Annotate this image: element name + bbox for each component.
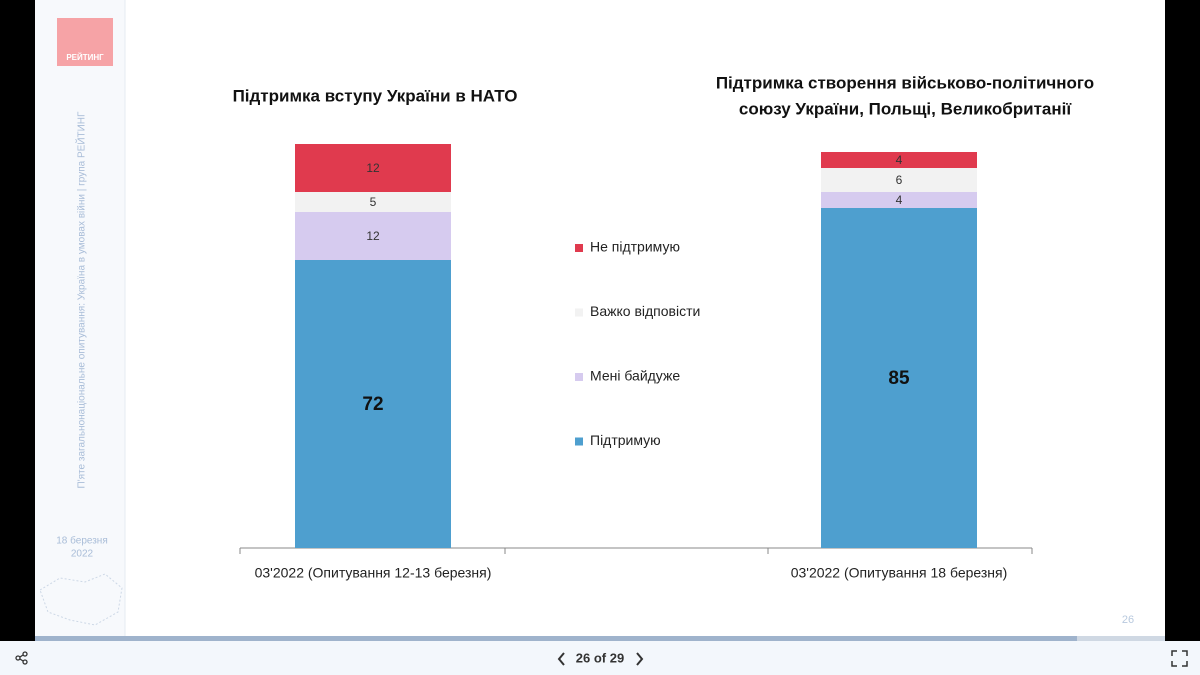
data-label: 4 [896, 153, 903, 167]
chart-title: Підтримка вступу України в НАТО [233, 86, 518, 105]
legend-swatch [575, 244, 583, 252]
data-label: 6 [896, 173, 903, 187]
map-outline [39, 573, 123, 626]
bar-segment [821, 168, 977, 192]
bar-segment [295, 260, 451, 548]
sidebar [35, 0, 125, 636]
bar-segment [295, 212, 451, 260]
data-label: 12 [366, 229, 380, 243]
x-tick-label: 03'2022 (Опитування 18 березня) [791, 565, 1008, 581]
data-label: 5 [370, 195, 377, 209]
toolbar [0, 641, 1200, 675]
logo [57, 18, 113, 66]
next-button[interactable] [636, 652, 644, 666]
data-label: 72 [362, 394, 383, 415]
chart-title: союзу України, Польщі, Великобританії [739, 99, 1072, 118]
page-indicator: 26 of 29 [576, 650, 624, 665]
legend-swatch [575, 437, 583, 446]
legend-label: Не підтримую [590, 239, 680, 255]
x-tick-label: 03'2022 (Опитування 12-13 березня) [255, 565, 492, 581]
logo-text: РЕЙТИНГ [66, 53, 104, 62]
bar-segment [821, 192, 977, 208]
data-label: 4 [896, 193, 903, 207]
legend-label: Мені байдуже [590, 368, 680, 384]
legend-swatch [575, 308, 583, 317]
sidebar-vertical-text: П'яте загальнонаціональне опитування: Ук… [75, 111, 88, 488]
data-label: 85 [888, 368, 910, 389]
legend-label: Важко відповісти [590, 303, 700, 319]
bar-segment [295, 144, 451, 192]
legend-label: Підтримую [590, 432, 661, 448]
bar-segment [821, 208, 977, 548]
bar-segment [295, 192, 451, 212]
progress-fill [35, 636, 1077, 641]
share-button[interactable] [15, 651, 28, 665]
slide-number: 26 [1122, 614, 1134, 626]
data-label: 12 [366, 161, 380, 175]
chart-title: Підтримка створення військово-політичног… [716, 73, 1094, 92]
sidebar-date: 18 березня [56, 535, 108, 547]
legend-swatch [575, 373, 583, 381]
sidebar-date: 2022 [71, 549, 94, 560]
prev-button[interactable] [557, 652, 565, 666]
bar-segment [821, 152, 977, 168]
fullscreen-button[interactable] [1171, 650, 1188, 667]
